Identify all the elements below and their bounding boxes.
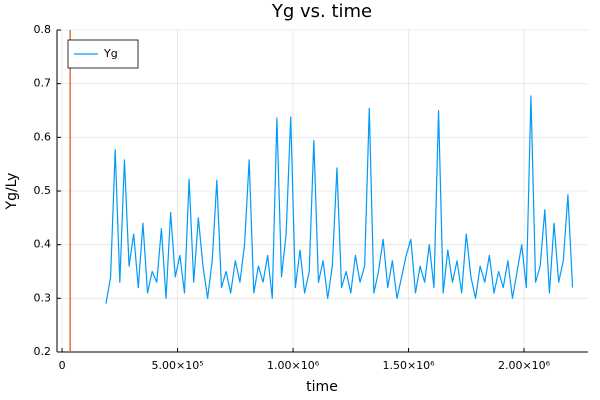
legend-label: Yg xyxy=(103,47,118,60)
x-tick-label: 1.50×10⁶ xyxy=(382,359,435,372)
y-tick-label: 0.7 xyxy=(34,77,52,90)
y-tick-label: 0.3 xyxy=(34,291,52,304)
x-tick-label: 0 xyxy=(59,359,66,372)
x-tick-label: 1.00×10⁶ xyxy=(267,359,320,372)
y-axis-label: Yg/Ly xyxy=(4,173,20,211)
y-tick-label: 0.4 xyxy=(34,238,52,251)
y-tick-label: 0.6 xyxy=(34,130,52,143)
x-axis-label: time xyxy=(306,379,338,395)
x-tick-label: 2.00×10⁶ xyxy=(498,359,551,372)
chart-title: Yg vs. time xyxy=(271,1,372,22)
series-line xyxy=(105,95,574,304)
x-tick-label: 5.00×10⁵ xyxy=(152,359,204,372)
y-tick-label: 0.5 xyxy=(34,184,52,197)
y-tick-label: 0.2 xyxy=(34,345,52,358)
y-tick-label: 0.8 xyxy=(34,23,52,36)
